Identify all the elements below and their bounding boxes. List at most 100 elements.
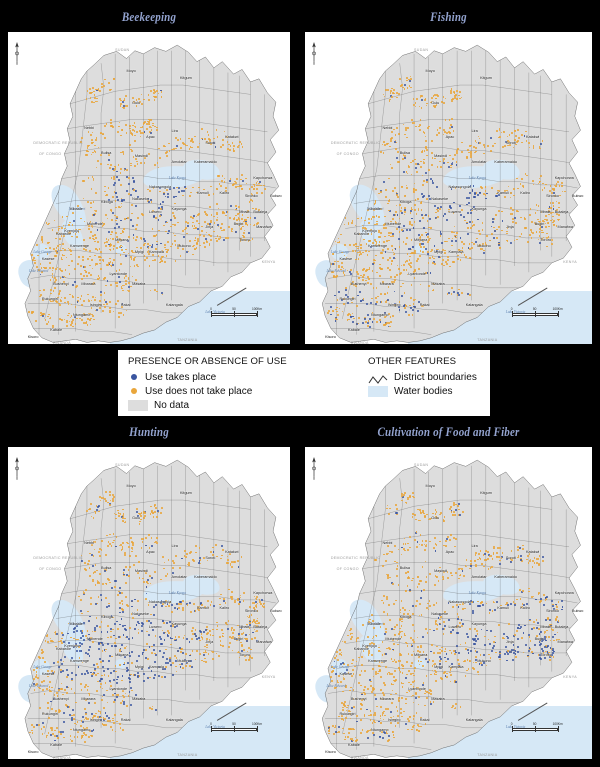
use-present-point	[349, 316, 352, 319]
district-label-rakai: Rakai	[419, 303, 430, 308]
use-absent-point	[430, 673, 432, 676]
use-absent-point	[432, 282, 434, 285]
use-absent-point	[387, 285, 390, 288]
use-absent-point	[447, 536, 449, 539]
use-absent-point	[379, 263, 381, 266]
use-absent-point	[122, 251, 125, 254]
use-absent-point	[544, 650, 547, 653]
use-absent-point	[225, 136, 228, 139]
use-present-point	[128, 286, 131, 288]
use-absent-point	[352, 297, 355, 300]
use-absent-point	[433, 546, 435, 549]
use-absent-point	[136, 131, 138, 134]
use-absent-point	[81, 180, 84, 183]
use-absent-point	[376, 223, 378, 226]
use-absent-point	[61, 258, 63, 261]
use-absent-point	[110, 210, 113, 213]
water-label-lake-kyoga: Lake Kyoga	[168, 590, 187, 595]
use-absent-point	[400, 696, 403, 699]
use-present-point	[107, 660, 110, 663]
use-present-point	[61, 634, 64, 637]
use-absent-point	[405, 702, 408, 705]
water-label-lake-edward: Lake Edward	[326, 269, 346, 274]
district-label-katakwi: Katakwi	[525, 134, 540, 139]
map-panel-hunting[interactable]: SUDAN DEMOCRATIC REPUBLIC OF CONGO KENYA TAN…	[8, 447, 290, 759]
use-absent-point	[80, 141, 83, 143]
use-present-point	[551, 605, 554, 608]
map-panel-fishing[interactable]: SUDAN DEMOCRATIC REPUBLIC OF CONGO KENYA TAN…	[305, 32, 592, 344]
use-absent-point	[383, 215, 386, 218]
use-present-point	[162, 200, 165, 203]
use-absent-point	[85, 569, 87, 572]
use-absent-point	[223, 130, 226, 133]
use-absent-point	[229, 178, 232, 180]
use-present-point	[352, 321, 355, 324]
use-absent-point	[335, 275, 338, 277]
use-absent-point	[515, 222, 517, 224]
use-absent-point	[375, 297, 378, 299]
use-absent-point	[179, 138, 182, 140]
use-present-point	[512, 652, 515, 655]
use-absent-point	[147, 601, 150, 604]
use-absent-point	[439, 648, 442, 651]
use-absent-point	[152, 515, 155, 518]
use-absent-point	[418, 129, 421, 131]
use-present-point	[510, 648, 513, 651]
use-absent-point	[119, 727, 122, 729]
use-absent-point	[414, 204, 417, 207]
use-absent-point	[547, 617, 550, 619]
use-present-point	[552, 208, 555, 211]
use-absent-point	[380, 191, 382, 194]
use-absent-point	[404, 543, 407, 545]
use-absent-point	[178, 663, 181, 666]
use-absent-point	[249, 621, 251, 624]
use-absent-point	[212, 634, 214, 637]
use-absent-point	[85, 322, 88, 324]
use-absent-point	[462, 603, 464, 606]
use-absent-point	[374, 259, 376, 262]
use-absent-point	[537, 204, 540, 207]
use-present-point	[80, 642, 83, 645]
use-absent-point	[119, 544, 122, 547]
use-absent-point	[206, 559, 209, 562]
use-absent-point	[381, 712, 384, 714]
use-present-point	[549, 656, 552, 659]
use-absent-point	[367, 729, 369, 732]
use-present-point	[177, 186, 180, 189]
use-absent-point	[85, 637, 88, 640]
use-absent-point	[357, 245, 360, 248]
use-absent-point	[109, 244, 111, 247]
use-present-point	[371, 321, 374, 323]
use-absent-point	[81, 612, 84, 615]
use-present-point	[195, 637, 198, 640]
use-absent-point	[550, 628, 553, 630]
use-absent-point	[435, 516, 438, 519]
map-panel-beekeeping[interactable]: SUDAN DEMOCRATIC REPUBLIC OF CONGO KENYA TAN…	[8, 32, 290, 344]
use-present-point	[416, 163, 419, 165]
use-absent-point	[68, 293, 71, 296]
use-present-point	[161, 619, 164, 622]
use-absent-point	[409, 212, 412, 214]
use-absent-point	[37, 724, 40, 727]
use-absent-point	[450, 293, 453, 296]
district-label-kamwenge: Kamwenge	[70, 659, 90, 664]
use-absent-point	[349, 633, 352, 635]
use-absent-point	[124, 552, 127, 555]
use-present-point	[182, 189, 185, 192]
use-absent-point	[112, 541, 114, 544]
use-absent-point	[378, 229, 380, 232]
country-label-democratic-republic: DEMOCRATIC REPUBLIC	[33, 141, 83, 146]
use-absent-point	[94, 714, 96, 717]
use-absent-point	[362, 227, 365, 230]
use-present-point	[118, 586, 121, 589]
use-absent-point	[201, 638, 204, 641]
use-absent-point	[499, 658, 502, 661]
use-absent-point	[118, 590, 121, 593]
map-panel-cultivation[interactable]: SUDAN DEMOCRATIC REPUBLIC OF CONGO KENYA TAN…	[305, 447, 592, 759]
use-present-point	[540, 658, 542, 661]
use-absent-point	[400, 630, 403, 633]
use-present-point	[434, 204, 436, 207]
use-absent-point	[459, 249, 462, 252]
use-absent-point	[86, 698, 89, 701]
use-absent-point	[237, 206, 240, 209]
